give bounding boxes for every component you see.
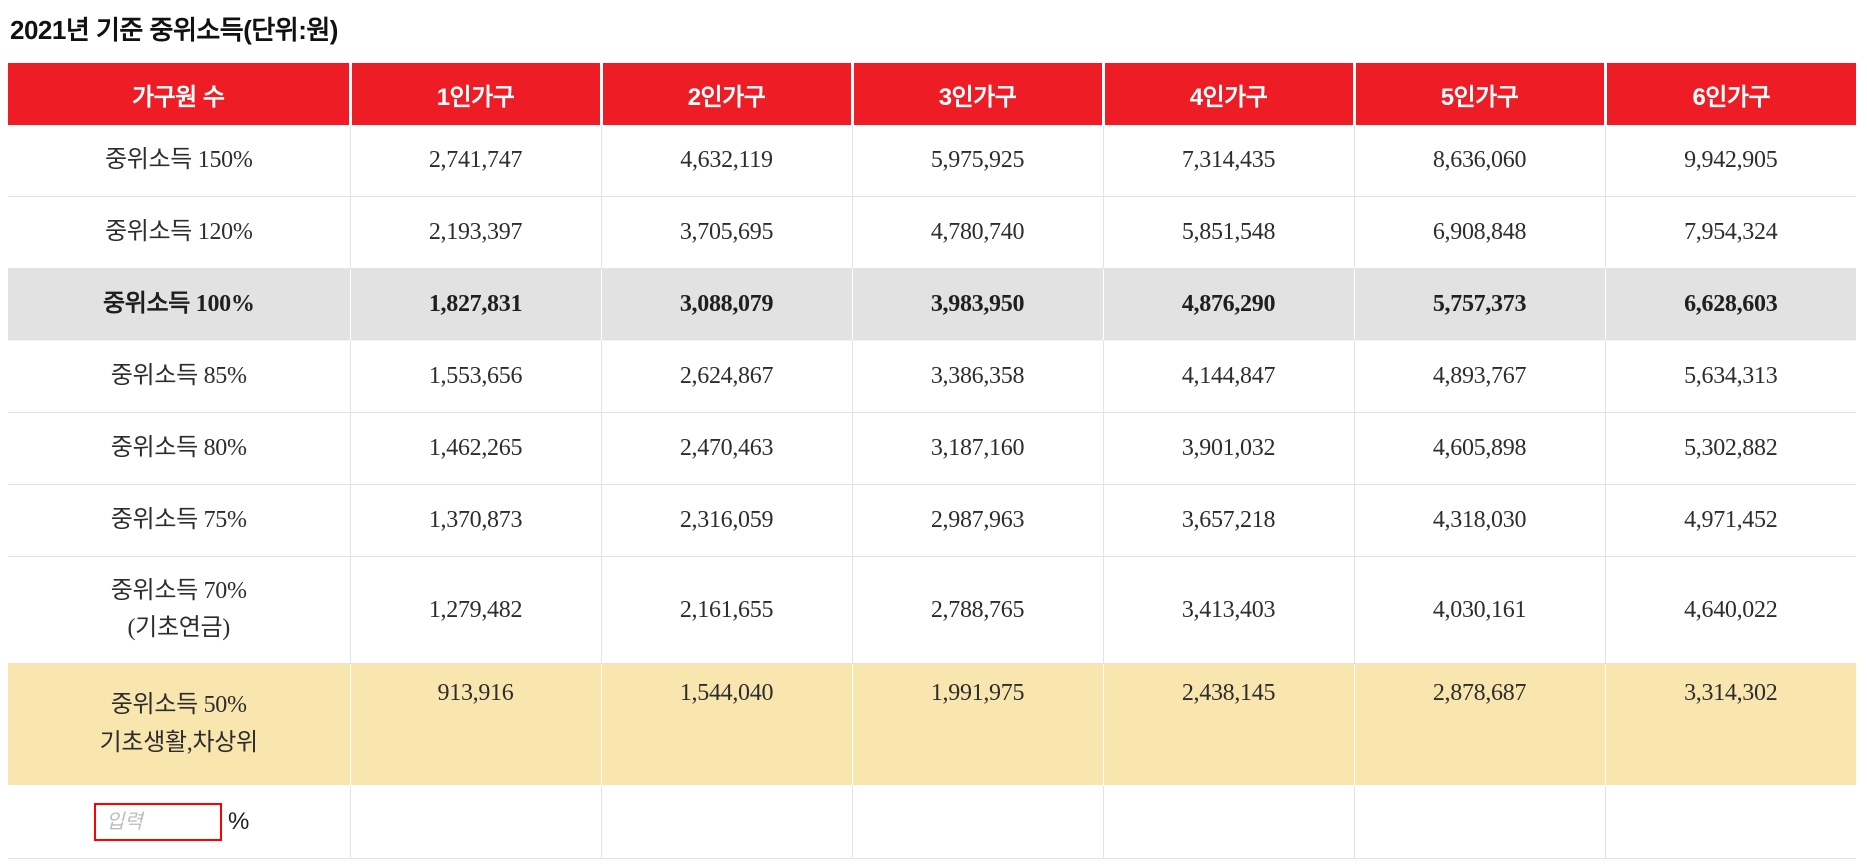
- income-value: 9,942,905: [1605, 125, 1856, 197]
- income-value: 2,788,765: [852, 556, 1104, 664]
- percent-input-row: %: [8, 785, 1856, 859]
- percent-input-cell: %: [8, 785, 351, 859]
- income-value: 1,991,975: [852, 663, 1104, 786]
- income-value: 5,302,882: [1605, 412, 1856, 485]
- empty-cell: [852, 785, 1104, 859]
- empty-cell: [1103, 785, 1355, 859]
- empty-cell: [1605, 785, 1856, 859]
- income-value: 2,193,397: [350, 196, 602, 269]
- income-value: 5,634,313: [1605, 340, 1856, 413]
- header-row: 가구원 수 1인가구 2인가구 3인가구 4인가구 5인가구 6인가구: [8, 63, 1856, 125]
- income-value: 1,462,265: [350, 412, 602, 485]
- row-label: 중위소득 70% (기초연금): [8, 556, 351, 664]
- income-value: 4,605,898: [1354, 412, 1606, 485]
- income-value: 4,640,022: [1605, 556, 1856, 664]
- median-income-table: 가구원 수 1인가구 2인가구 3인가구 4인가구 5인가구 6인가구 중위소득 150% 2…: [8, 63, 1856, 859]
- income-value: 2,878,687: [1354, 663, 1606, 786]
- income-value: 4,144,847: [1103, 340, 1355, 413]
- income-value: 1,544,040: [601, 663, 853, 786]
- income-value: 4,030,161: [1354, 556, 1606, 664]
- income-value: 3,386,358: [852, 340, 1104, 413]
- row-label: 중위소득 75%: [8, 484, 351, 557]
- column-header: 4인가구: [1103, 63, 1356, 125]
- column-header: 1인가구: [350, 63, 603, 125]
- row-label: 중위소득 120%: [8, 196, 351, 269]
- table-row: 중위소득 100% 1,827,831 3,088,079 3,983,950 4,87…: [8, 268, 1856, 341]
- table-body: 중위소득 150% 2,741,747 4,632,119 5,975,925 7,31…: [8, 125, 1856, 859]
- income-value: 913,916: [350, 663, 602, 786]
- income-value: 4,780,740: [852, 196, 1104, 269]
- column-header: 6인가구: [1605, 63, 1856, 125]
- income-value: 2,438,145: [1103, 663, 1355, 786]
- income-value: 2,624,867: [601, 340, 853, 413]
- income-value: 7,314,435: [1103, 125, 1355, 197]
- table-row: 중위소득 120% 2,193,397 3,705,695 4,780,740 5,85…: [8, 196, 1856, 269]
- row-label: 중위소득 85%: [8, 340, 351, 413]
- income-value: 2,161,655: [601, 556, 853, 664]
- income-value: 6,908,848: [1354, 196, 1606, 269]
- income-value: 3,901,032: [1103, 412, 1355, 485]
- income-value: 3,657,218: [1103, 484, 1355, 557]
- table-row: 중위소득 70% (기초연금) 1,279,482 2,161,655 2,788,76…: [8, 556, 1856, 664]
- column-header: 2인가구: [601, 63, 854, 125]
- percent-input[interactable]: [94, 803, 222, 841]
- income-value: 4,318,030: [1354, 484, 1606, 557]
- income-value: 5,851,548: [1103, 196, 1355, 269]
- table-row: 중위소득 80% 1,462,265 2,470,463 3,187,160 3,901…: [8, 412, 1856, 485]
- income-value: 1,370,873: [350, 484, 602, 557]
- empty-cell: [601, 785, 853, 859]
- row-label: 중위소득 150%: [8, 125, 351, 197]
- income-value: 5,757,373: [1354, 268, 1606, 341]
- income-value: 4,893,767: [1354, 340, 1606, 413]
- income-value: 3,088,079: [601, 268, 853, 341]
- income-value: 3,983,950: [852, 268, 1104, 341]
- income-value: 2,470,463: [601, 412, 853, 485]
- income-value: 4,632,119: [601, 125, 853, 197]
- empty-cell: [1354, 785, 1606, 859]
- income-value: 3,187,160: [852, 412, 1104, 485]
- income-value: 6,628,603: [1605, 268, 1856, 341]
- income-value: 3,705,695: [601, 196, 853, 269]
- income-value: 4,876,290: [1103, 268, 1355, 341]
- income-value: 2,987,963: [852, 484, 1104, 557]
- income-value: 8,636,060: [1354, 125, 1606, 197]
- income-value: 2,316,059: [601, 484, 853, 557]
- income-value: 1,553,656: [350, 340, 602, 413]
- income-value: 4,971,452: [1605, 484, 1856, 557]
- empty-cell: [350, 785, 602, 859]
- table-row: 중위소득 75% 1,370,873 2,316,059 2,987,963 3,657…: [8, 484, 1856, 557]
- row-label: 중위소득 50% 기초생활,차상위: [8, 663, 351, 786]
- column-header: 3인가구: [852, 63, 1105, 125]
- income-value: 2,741,747: [350, 125, 602, 197]
- column-header: 5인가구: [1354, 63, 1607, 125]
- table-row: 중위소득 50% 기초생활,차상위 913,916 1,544,040 1,991,97…: [8, 663, 1856, 786]
- percent-unit-label: %: [228, 808, 250, 835]
- income-value: 7,954,324: [1605, 196, 1856, 269]
- income-value: 1,279,482: [350, 556, 602, 664]
- income-value: 3,314,302: [1605, 663, 1856, 786]
- page-title: 2021년 기준 중위소득(단위:원): [10, 15, 338, 45]
- income-value: 1,827,831: [350, 268, 602, 341]
- income-value: 5,975,925: [852, 125, 1104, 197]
- row-label: 중위소득 100%: [8, 268, 351, 341]
- column-header-household-size: 가구원 수: [8, 63, 352, 125]
- row-label: 중위소득 80%: [8, 412, 351, 485]
- table-row: 중위소득 150% 2,741,747 4,632,119 5,975,925 7,31…: [8, 125, 1856, 197]
- table-row: 중위소득 85% 1,553,656 2,624,867 3,386,358 4,144…: [8, 340, 1856, 413]
- income-value: 3,413,403: [1103, 556, 1355, 664]
